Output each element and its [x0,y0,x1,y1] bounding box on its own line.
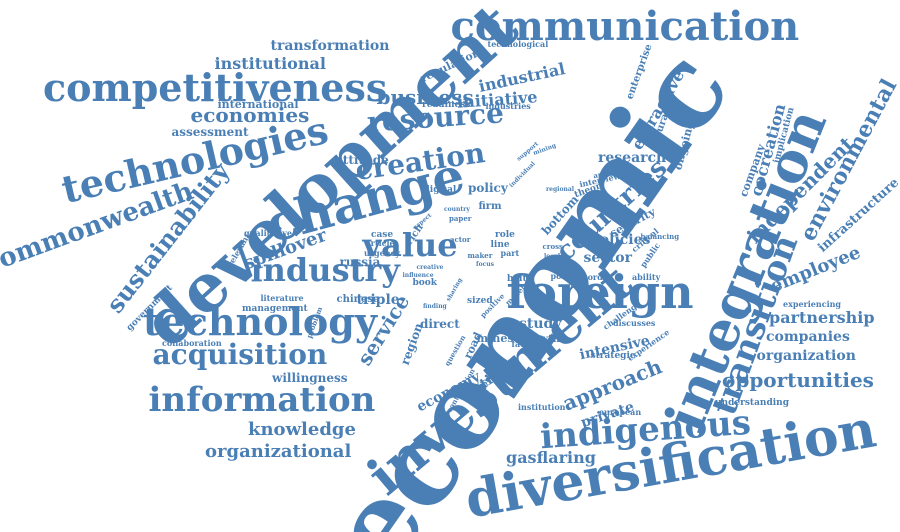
word-organizational: organizational [205,441,352,462]
word-ability: ability [632,272,661,282]
word-institutional: institutional [214,54,326,73]
word-direct: direct [420,317,460,331]
word-information: information [148,380,376,420]
word-firm: firm [478,201,502,212]
word-explore: explore [541,304,575,314]
word-qualitative: qualitative [244,228,293,238]
word-discusses: discusses [613,318,656,328]
word-local: local [544,253,561,260]
word-research: research [598,150,667,166]
word-sector: sector [583,250,633,266]
word-technological: technological [487,39,549,49]
word-russia: russia [339,255,381,269]
word-finding: finding [423,303,447,310]
word-study: study [519,316,562,332]
word-belt: belt [507,273,527,284]
word-actor: actor [450,234,471,244]
word-competitiveness: competitiveness [43,65,388,110]
word-technology: technology [143,299,377,344]
word-international: international [217,97,299,111]
word-communication: communication [450,3,800,50]
word-focus: focus [476,261,494,268]
word-article: article [365,238,395,248]
word-influence: influence [402,272,434,279]
word-part: part [500,248,520,258]
word-maker: maker [467,250,493,260]
word-foreign: foreign [506,265,694,319]
word-case: case [371,229,394,240]
word-strategic: strategic [590,350,636,361]
word-business: business [376,85,474,109]
word-post: post [550,271,570,281]
word-acquisition: acquisition [152,338,328,371]
word-industry: industry [250,251,400,289]
word-readiness: readiness [422,99,471,110]
word-regional: regional [546,186,574,193]
word-industries: industries [485,101,531,111]
word-companies: companies [766,329,850,345]
word-policy: policy [468,181,508,195]
word-assessment: assessment [171,125,249,139]
word-literature: literature [260,293,304,303]
word-balancing: balancing [640,231,680,241]
word-triple: triple [356,292,400,308]
word-sized: sized [467,295,493,306]
word-policies: policies [590,232,651,248]
word-economies: economies [190,103,310,127]
word-factor: factor [511,339,539,349]
word-opportunities: opportunities [722,368,874,392]
word-transformation: transformation [270,38,390,54]
word-border: border [582,272,613,282]
word-knowledge: knowledge [248,419,356,440]
word-european: european [599,407,642,417]
word-urgency: urgency [364,248,401,258]
word-growth: growth [520,334,560,345]
word-paper: paper [449,213,472,223]
word-value: value [362,226,458,264]
word-chinese: chinese [336,294,380,305]
word-organization: organization [756,348,856,364]
word-individual: individual [508,160,537,190]
word-cross: cross [542,241,564,251]
word-institution: institution [518,402,566,412]
word-book: book [412,277,438,288]
word-mines: mines [476,331,514,345]
word-line: line [490,239,510,250]
word-role: role [495,229,515,240]
word-gasflaring: gasflaring [506,448,596,467]
word-partnership: partnership [769,308,875,327]
word-attitude: attitude [335,153,389,167]
word-management: management [242,303,308,314]
word-understanding: understanding [715,397,789,408]
word-country: country [444,206,470,213]
word-willingness: willingness [272,371,348,385]
word-experiencing: experiencing [783,299,842,309]
word-digital: digital [423,184,457,195]
word-creative: creative [416,264,444,271]
word-collaboration: collaboration [162,338,222,348]
